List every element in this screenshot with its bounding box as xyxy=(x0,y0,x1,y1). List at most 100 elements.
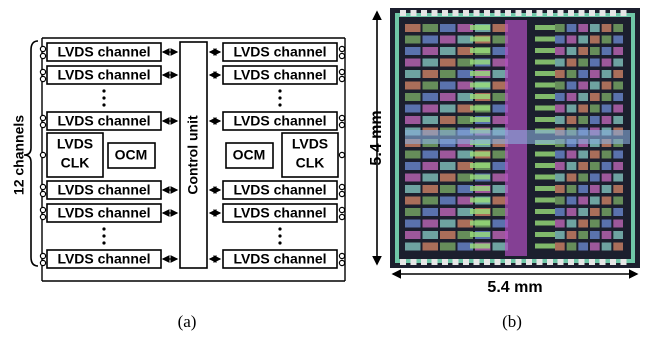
circuit-block xyxy=(470,71,490,76)
circuit-block xyxy=(567,47,577,55)
circuit-block xyxy=(567,59,577,67)
io-pad xyxy=(421,10,427,16)
pad xyxy=(40,184,45,189)
circuit-block xyxy=(470,25,490,30)
io-pad xyxy=(484,10,490,16)
ellipsis-dot xyxy=(278,96,281,99)
io-pad xyxy=(589,259,595,265)
circuit-block xyxy=(470,175,490,180)
channel-label: LVDS channel xyxy=(233,113,326,129)
pad xyxy=(339,191,344,196)
figure: 12 channels Control unit LVDS CLK OCM OC… xyxy=(0,0,653,337)
circuit-block xyxy=(405,47,421,55)
circuit-block xyxy=(470,163,490,168)
ocm-label: OCM xyxy=(233,147,266,163)
circuit-block xyxy=(590,93,600,101)
channel-label: LVDS channel xyxy=(233,205,326,221)
io-pad xyxy=(495,10,501,16)
clk-label: CLK xyxy=(61,155,90,171)
circuit-block xyxy=(423,220,439,228)
io-pad xyxy=(463,10,469,16)
circuit-block xyxy=(602,162,612,170)
circuit-block xyxy=(555,70,565,78)
circuit-block xyxy=(440,105,456,113)
circuit-block xyxy=(590,70,600,78)
circuit-block xyxy=(602,197,612,205)
io-pad xyxy=(537,259,543,265)
circuit-block xyxy=(555,151,565,159)
circuit-block xyxy=(590,36,600,44)
circuit-block xyxy=(535,232,555,237)
circuit-block xyxy=(590,59,600,67)
circuit-block xyxy=(423,174,439,182)
io-pad xyxy=(610,10,616,16)
circuit-block xyxy=(535,244,555,249)
circuit-block xyxy=(555,47,565,55)
circuit-block xyxy=(613,220,623,228)
circuit-block xyxy=(555,24,565,32)
ellipsis-dot xyxy=(102,227,105,230)
circuit-block xyxy=(613,47,623,55)
circuit-block xyxy=(405,243,421,251)
circuit-block xyxy=(440,243,456,251)
circuit-block xyxy=(567,197,577,205)
control-unit-label: Control unit xyxy=(185,115,201,195)
circuit-block xyxy=(578,174,588,182)
circuit-block xyxy=(578,24,588,32)
circuit-block xyxy=(613,162,623,170)
ellipsis-dot xyxy=(278,234,281,237)
circuit-block xyxy=(567,36,577,44)
pad xyxy=(40,53,45,58)
circuit-block xyxy=(590,231,600,239)
channel-label: LVDS channel xyxy=(233,44,326,60)
circuit-block xyxy=(535,175,555,180)
io-pad xyxy=(432,259,438,265)
circuit-block xyxy=(555,36,565,44)
circuit-block xyxy=(440,185,456,193)
block-diagram: 12 channels Control unit LVDS CLK OCM OC… xyxy=(11,38,345,331)
io-pad xyxy=(484,259,490,265)
circuit-block xyxy=(578,162,588,170)
circuit-block xyxy=(405,197,421,205)
io-pad xyxy=(537,10,543,16)
circuit-block xyxy=(535,37,555,42)
circuit-block xyxy=(602,24,612,32)
io-pad xyxy=(400,259,406,265)
circuit-block xyxy=(440,162,456,170)
circuit-block xyxy=(567,174,577,182)
channel-label: LVDS channel xyxy=(57,44,150,60)
circuit-block xyxy=(567,243,577,251)
circuit-block xyxy=(613,116,623,124)
circuit-block xyxy=(578,185,588,193)
circuit-block xyxy=(405,208,421,216)
circuit-block xyxy=(567,220,577,228)
circuit-block xyxy=(440,70,456,78)
circuit-block xyxy=(423,105,439,113)
circuit-block xyxy=(578,197,588,205)
ellipsis-dot xyxy=(102,103,105,106)
circuit-block xyxy=(405,105,421,113)
io-pad xyxy=(558,259,564,265)
circuit-block xyxy=(555,93,565,101)
circuit-block xyxy=(470,186,490,191)
circuit-block xyxy=(567,24,577,32)
ellipsis-dot xyxy=(102,241,105,244)
circuit-block xyxy=(535,152,555,157)
pad xyxy=(40,191,45,196)
circuit-block xyxy=(613,82,623,90)
circuit-block xyxy=(590,82,600,90)
io-pad xyxy=(621,259,627,265)
circuit-block xyxy=(405,162,421,170)
channel-label: LVDS channel xyxy=(233,182,326,198)
circuit-block xyxy=(578,93,588,101)
circuit-block xyxy=(470,221,490,226)
circuit-block xyxy=(567,116,577,124)
io-pad xyxy=(421,259,427,265)
pad xyxy=(40,207,45,212)
circuit-block xyxy=(423,243,439,251)
pad xyxy=(40,76,45,81)
circuit-block xyxy=(423,70,439,78)
circuit-block xyxy=(590,174,600,182)
circuit-block xyxy=(602,93,612,101)
circuit-block xyxy=(602,59,612,67)
